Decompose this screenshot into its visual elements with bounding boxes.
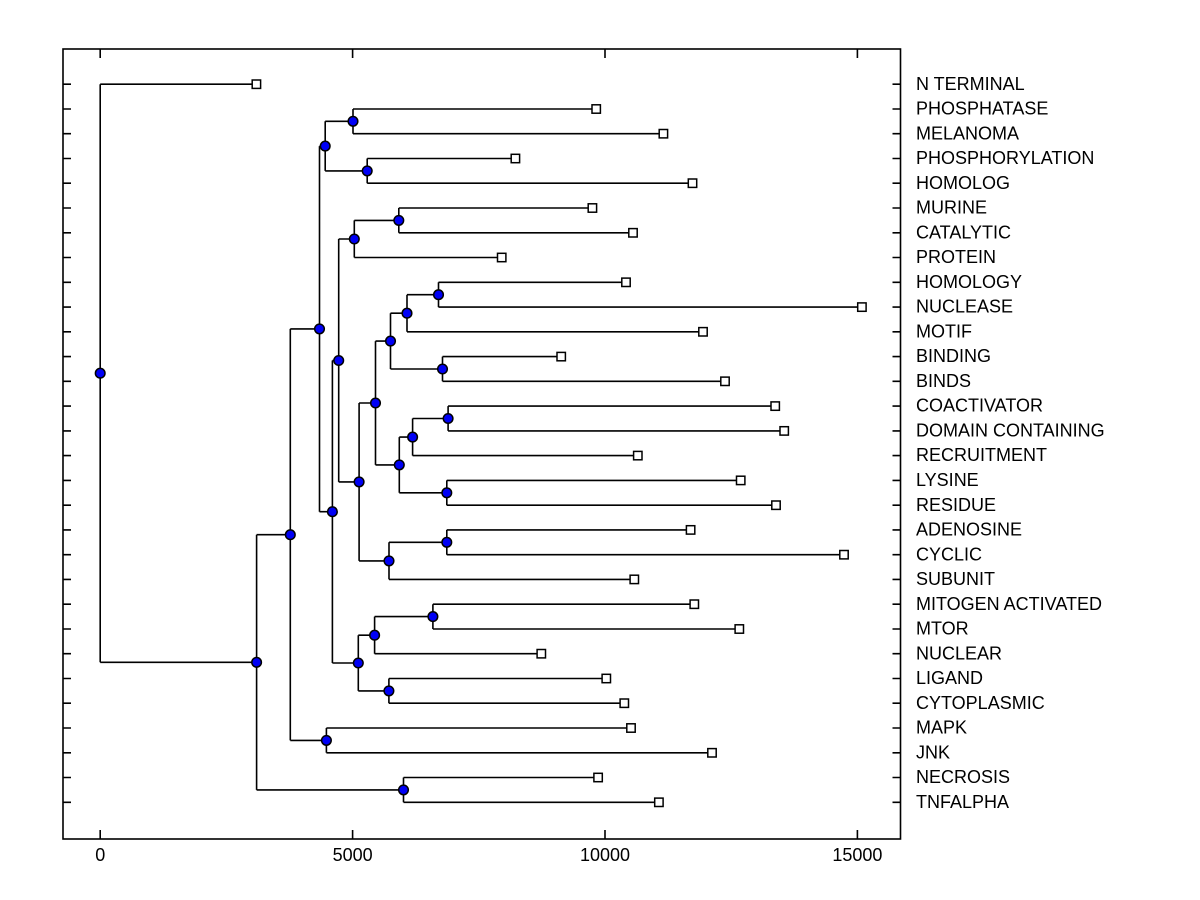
svg-text:CYCLIC: CYCLIC	[916, 544, 982, 564]
svg-text:PHOSPHORYLATION: PHOSPHORYLATION	[916, 148, 1094, 168]
svg-text:MTOR: MTOR	[916, 619, 969, 639]
svg-text:NUCLEASE: NUCLEASE	[916, 297, 1013, 317]
svg-text:10000: 10000	[580, 845, 630, 865]
svg-text:CATALYTIC: CATALYTIC	[916, 222, 1011, 242]
svg-text:TNFALPHA: TNFALPHA	[916, 792, 1009, 812]
svg-text:NUCLEAR: NUCLEAR	[916, 643, 1002, 663]
svg-text:HOMOLOG: HOMOLOG	[916, 173, 1010, 193]
svg-text:RESIDUE: RESIDUE	[916, 495, 996, 515]
svg-text:RECRUITMENT: RECRUITMENT	[916, 445, 1047, 465]
svg-text:MOTIF: MOTIF	[916, 321, 972, 341]
svg-text:MAPK: MAPK	[916, 718, 967, 738]
svg-text:BINDING: BINDING	[916, 346, 991, 366]
svg-text:ADENOSINE: ADENOSINE	[916, 520, 1022, 540]
svg-text:NECROSIS: NECROSIS	[916, 767, 1010, 787]
svg-text:PROTEIN: PROTEIN	[916, 247, 996, 267]
svg-text:CYTOPLASMIC: CYTOPLASMIC	[916, 693, 1045, 713]
svg-text:5000: 5000	[333, 845, 373, 865]
svg-text:COACTIVATOR: COACTIVATOR	[916, 396, 1043, 416]
svg-text:JNK: JNK	[916, 742, 950, 762]
svg-text:MURINE: MURINE	[916, 198, 987, 218]
svg-text:15000: 15000	[832, 845, 882, 865]
svg-text:0: 0	[95, 845, 105, 865]
svg-text:MITOGEN ACTIVATED: MITOGEN ACTIVATED	[916, 594, 1102, 614]
svg-text:LIGAND: LIGAND	[916, 668, 983, 688]
svg-text:MELANOMA: MELANOMA	[916, 123, 1019, 143]
svg-text:BINDS: BINDS	[916, 371, 971, 391]
svg-text:HOMOLOGY: HOMOLOGY	[916, 272, 1022, 292]
svg-text:LYSINE: LYSINE	[916, 470, 979, 490]
svg-text:DOMAIN CONTAINING: DOMAIN CONTAINING	[916, 421, 1105, 441]
svg-text:PHOSPHATASE: PHOSPHATASE	[916, 99, 1048, 119]
svg-text:N TERMINAL: N TERMINAL	[916, 74, 1025, 94]
svg-text:SUBUNIT: SUBUNIT	[916, 569, 995, 589]
